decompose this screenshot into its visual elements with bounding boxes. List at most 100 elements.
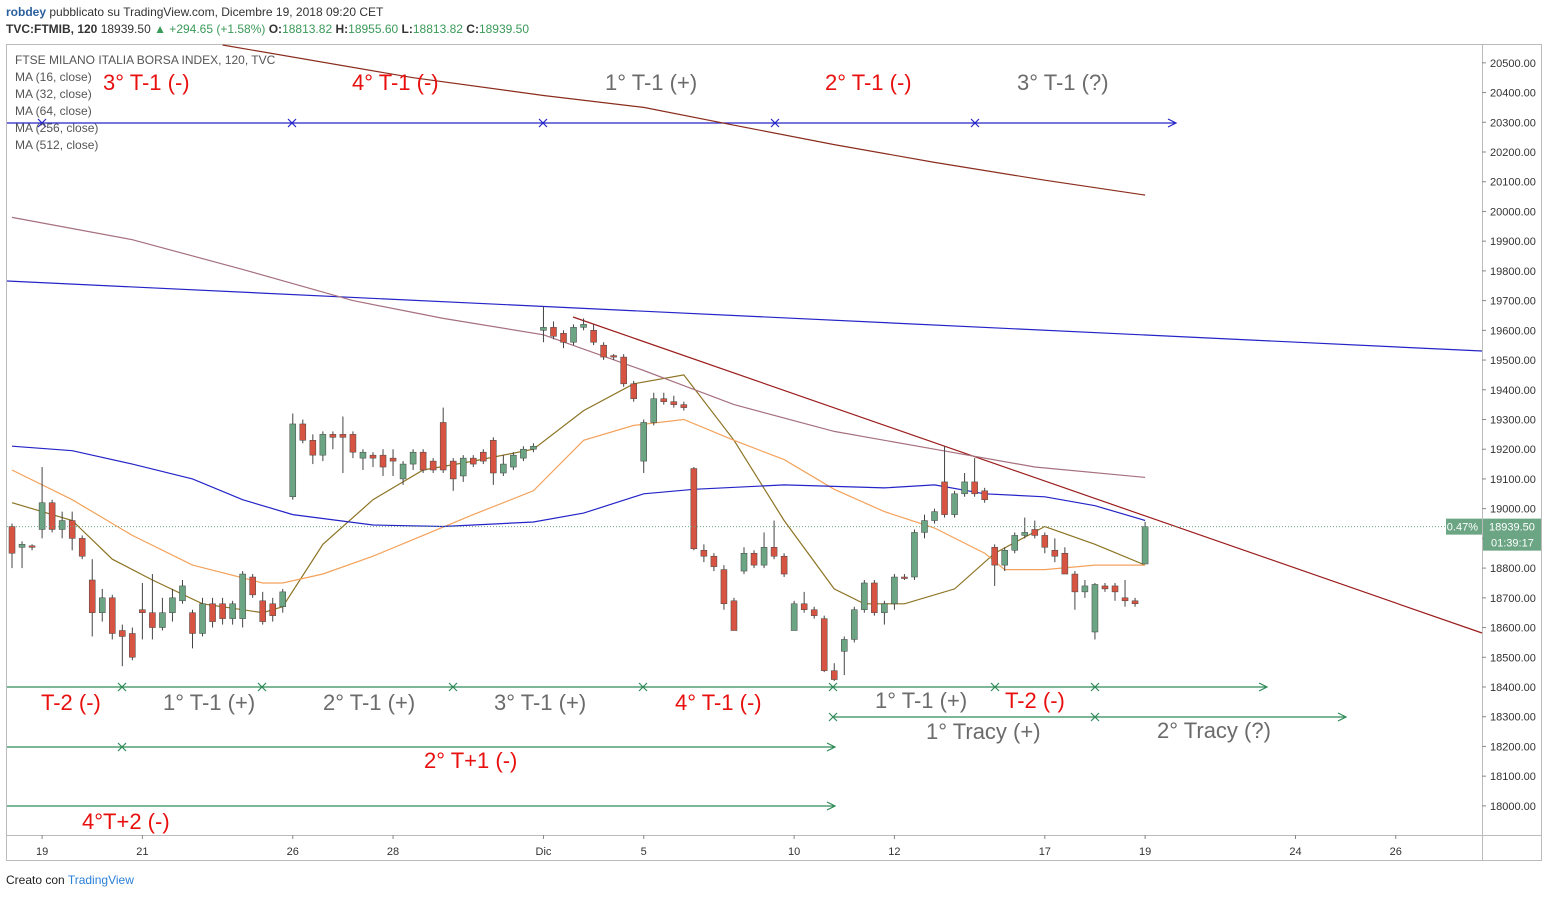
candle-body <box>1061 552 1069 575</box>
cycle-line <box>7 682 1269 692</box>
published: pubblicato su TradingView.com, Dicembre … <box>49 5 384 19</box>
candle-body <box>419 451 427 471</box>
candle-body <box>1021 532 1029 536</box>
y-tick-label: 20300.00 <box>1490 117 1536 129</box>
candle-body <box>1071 573 1079 593</box>
annotation: 3° T-1 (+) <box>494 690 586 715</box>
candle-body <box>369 454 377 459</box>
candle-body <box>700 550 708 557</box>
countdown-label: 01:39:17 <box>1491 538 1534 550</box>
y-tick-label: 18600.00 <box>1490 623 1536 635</box>
candle-body <box>720 569 728 605</box>
y-tick-label: 18400.00 <box>1490 682 1536 694</box>
x-tick-label: 10 <box>788 846 800 858</box>
y-tick-label: 19200.00 <box>1490 444 1536 456</box>
candle-body <box>449 460 457 480</box>
candle-body <box>199 603 206 634</box>
x-tick-label: 5 <box>641 846 647 858</box>
y-tick-label: 18500.00 <box>1490 652 1536 664</box>
candle-body <box>1091 584 1099 633</box>
candle-body <box>209 603 216 622</box>
x-tick-label: 12 <box>888 846 900 858</box>
y-tick-label: 18000.00 <box>1490 801 1536 813</box>
candle-body <box>129 633 136 658</box>
candle-body <box>38 502 46 530</box>
legend-entry: MA (256, close) <box>15 121 98 135</box>
y-tick-label: 20000.00 <box>1490 206 1536 218</box>
ohlc-label: L: <box>401 22 413 36</box>
symbol: TVC:FTMIB, 120 <box>6 22 98 36</box>
legend-entry: MA (64, close) <box>15 104 92 118</box>
frame <box>6 44 1542 861</box>
author: robdey <box>6 5 47 19</box>
legend: FTSE MILANO ITALIA BORSA INDEX, 120, TVC… <box>15 53 276 152</box>
x-tick-label: 19 <box>1139 846 1151 858</box>
candle-body <box>1101 585 1109 590</box>
axes: 18000.00 18100.00 18200.00 18300.00 18400.00… <box>36 58 1536 858</box>
ma-line <box>11 418 1146 584</box>
annotation: 2° T-1 (+) <box>323 690 415 715</box>
x-tick-label: 28 <box>387 846 399 858</box>
candle-body <box>600 344 607 358</box>
header-line: TVC:FTMIB, 120 18939.50 ▲ +294.65 (+1.58… <box>6 21 529 38</box>
candle-body <box>289 423 297 498</box>
candle-body <box>800 603 808 610</box>
y-tick-label: 18200.00 <box>1490 741 1536 753</box>
candle-body <box>780 555 788 575</box>
ma-line <box>11 216 1146 478</box>
candle-body <box>169 597 176 613</box>
ohlc-label: H: <box>335 22 349 36</box>
candle-body <box>710 555 718 567</box>
candle-body <box>911 532 918 578</box>
annotation: T-2 (-) <box>41 690 101 715</box>
annotation: 1° T-1 (+) <box>875 688 967 713</box>
candle-body <box>269 603 276 616</box>
candle-body <box>58 520 66 530</box>
x-tick-label: 24 <box>1289 846 1301 858</box>
y-tick-label: 19400.00 <box>1490 385 1536 397</box>
y-tick-label: 18800.00 <box>1490 563 1536 575</box>
annotation: 2° T-1 (-) <box>825 70 912 95</box>
header-line: robdey pubblicato su TradingView.com, Di… <box>6 4 529 21</box>
candle-body <box>18 544 26 548</box>
y-tick-label: 20500.00 <box>1490 58 1536 70</box>
price: 18939.50 <box>100 22 151 36</box>
candle-body <box>299 423 307 441</box>
candle-body <box>750 552 758 566</box>
annotation: T-2 (-) <box>1005 688 1065 713</box>
y-tick-label: 20400.00 <box>1490 88 1536 100</box>
candle-body <box>219 603 226 619</box>
candle-body <box>480 451 487 462</box>
candle-body <box>389 457 397 462</box>
x-tick-label: 21 <box>136 846 148 858</box>
candle-body <box>459 457 467 477</box>
legend-entry: MA (32, close) <box>15 87 92 101</box>
candle-body <box>409 451 417 465</box>
y-tick-label: 18700.00 <box>1490 593 1536 605</box>
candle-body <box>770 547 778 557</box>
candle-body <box>1031 529 1039 536</box>
candle-body <box>550 327 557 337</box>
x-tick-label: 19 <box>36 846 48 858</box>
candle-body <box>670 401 678 405</box>
candle-body <box>760 547 768 566</box>
annotation: 1° Tracy (+) <box>926 719 1041 744</box>
candle-body <box>630 383 637 399</box>
y-tick-label: 19700.00 <box>1490 296 1536 308</box>
candle-body <box>941 481 948 515</box>
x-tick-label: 26 <box>1390 846 1402 858</box>
candle-body <box>540 327 547 331</box>
candle-body <box>1051 550 1059 557</box>
candle-body <box>359 451 367 459</box>
candle-body <box>379 454 387 468</box>
candle-body <box>349 434 357 453</box>
chart-title: FTSE MILANO ITALIA BORSA INDEX, 120, TVC <box>15 53 276 67</box>
header: robdey pubblicato su TradingView.com, Di… <box>6 4 529 38</box>
candle-body <box>810 609 818 616</box>
candle-body <box>249 576 256 596</box>
candle-body <box>189 612 196 634</box>
candle-body <box>570 327 577 343</box>
candle-body <box>1111 585 1119 593</box>
candle-body <box>520 448 527 459</box>
